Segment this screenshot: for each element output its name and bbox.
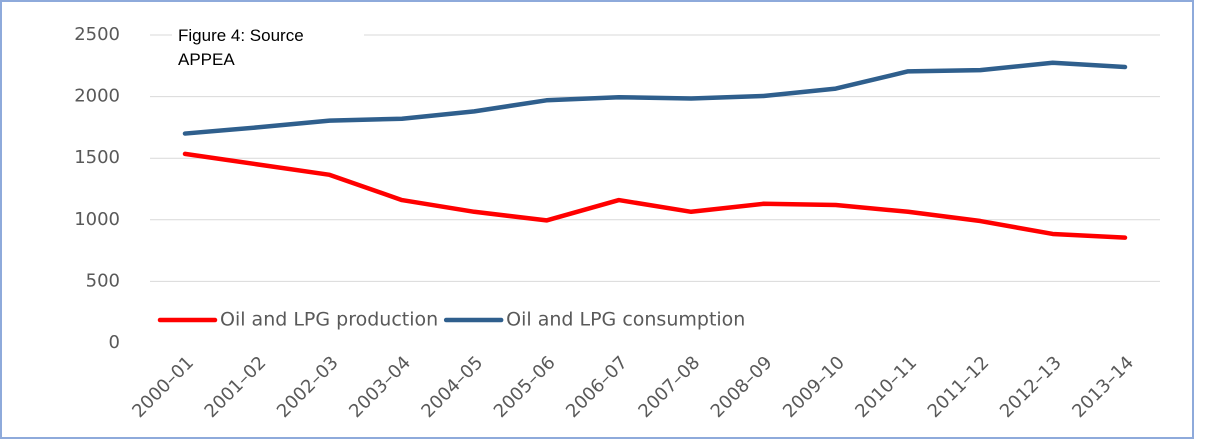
x-tick-label: 2010–11 <box>851 352 921 422</box>
y-tick-label: 2500 <box>74 24 120 45</box>
x-tick-label: 2009–10 <box>779 352 849 422</box>
x-tick-label: 2001–02 <box>201 352 271 422</box>
annotation: Figure 4: Source APPEA <box>172 24 364 72</box>
x-tick-label: 2006–07 <box>562 352 632 422</box>
y-tick-label: 1000 <box>74 209 120 230</box>
x-tick-label: 2008–09 <box>707 352 777 422</box>
x-tick-label: 2005–06 <box>490 352 560 422</box>
y-tick-label: 0 <box>109 332 120 353</box>
x-tick-label: 2004–05 <box>417 352 487 422</box>
series-line <box>182 60 1128 136</box>
y-tick-label: 2000 <box>74 86 120 107</box>
y-tick-label: 500 <box>86 270 120 291</box>
x-tick-label: 2007–08 <box>634 352 704 422</box>
x-tick-label: 2013–14 <box>1068 352 1138 422</box>
x-tick-label: 2002–03 <box>273 352 343 422</box>
x-tick-label: 2011–12 <box>924 352 994 422</box>
frame <box>0 0 1194 439</box>
y-tick-label: 1500 <box>74 147 120 168</box>
x-tick-label: 2000–01 <box>128 352 198 422</box>
x-tick-label: 2003–04 <box>345 352 415 422</box>
legend-label: Oil and LPG consumption <box>506 309 745 331</box>
series-line <box>182 151 1128 240</box>
legend-label: Oil and LPG production <box>220 309 438 331</box>
x-tick-label: 2012–13 <box>996 352 1066 422</box>
